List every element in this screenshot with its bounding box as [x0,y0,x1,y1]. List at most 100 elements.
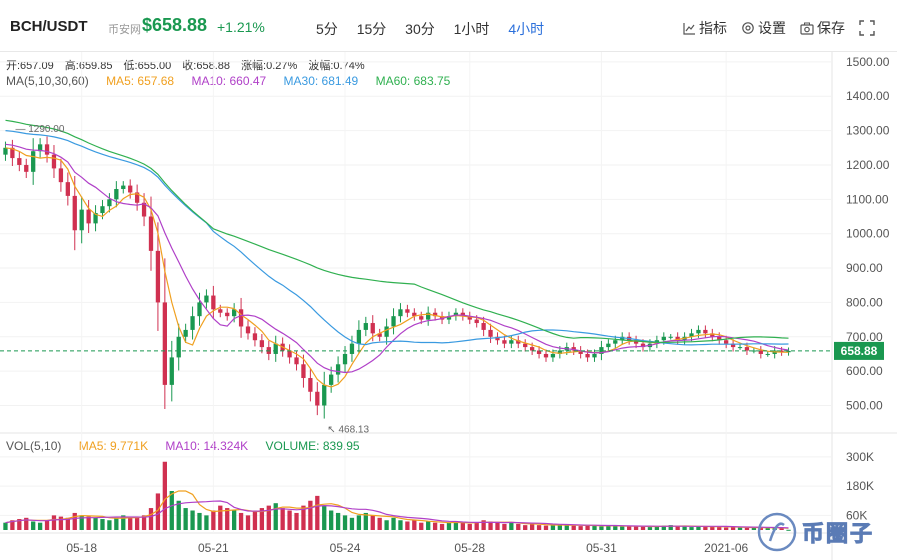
volume-bar [225,508,230,530]
volume-bar [550,525,556,530]
volume-bar [232,510,237,530]
candle-body [273,343,278,354]
candle-body [308,378,313,392]
candle-body [426,312,431,320]
interval-5m[interactable]: 5分 [316,21,338,37]
candle-body [606,343,611,348]
current-price: $658.88 [142,15,208,35]
camera-icon [800,22,814,35]
volume-bar [744,527,750,530]
volume-bar [467,523,472,530]
ohlc-low: 低:655.00 [123,60,172,72]
ma10-value: MA10: 660.47 [191,74,267,88]
watermark-logo-icon [757,512,797,552]
save-button[interactable]: 保存 [800,18,845,38]
volume-bar [481,520,486,530]
candle-body [412,312,417,317]
candle-body [342,353,348,365]
candle-body [114,189,119,200]
volume-bar [148,508,154,530]
candle-body [65,182,70,196]
volume-bar [329,510,334,530]
volume-bar [627,526,632,530]
volume-bar [523,525,528,530]
candle-body [405,309,410,313]
volume-bar [571,525,576,530]
volume-bar [703,526,708,530]
volume-bar [398,520,403,530]
volume-bar [432,522,438,530]
candle-body [613,340,618,344]
candle-body [3,147,8,155]
candle-body [37,144,43,152]
volume-bar [128,516,133,530]
candle-body [287,350,292,358]
candle-body [717,336,722,341]
volume-bar [287,510,292,530]
candle-body [398,309,403,317]
candle-body [197,302,202,317]
ma-legend-label: MA(5,10,30,60) [6,74,89,88]
candle-body [294,357,299,365]
line-chart-icon [683,22,696,35]
volume-bar [51,515,57,530]
candle-body [724,340,729,344]
volume-bar [93,517,98,530]
ma60-value: MA60: 683.75 [375,74,451,88]
candle-body [252,333,258,341]
candle-body [668,336,673,338]
candle-body [259,340,265,348]
watermark: 币圈子 [756,510,892,554]
interval-1h[interactable]: 1小时 [453,21,490,37]
candle-body [356,329,362,344]
candle-body [86,209,91,224]
volume-bar [786,529,791,531]
volume-bar [682,526,687,530]
volume-bar [509,522,514,530]
candle-body [779,350,784,353]
volume-bar [710,526,715,530]
volume-bar [536,525,542,530]
volume-bar [460,522,465,530]
volume-bar [134,517,140,530]
candle-body [335,364,341,375]
volume-bar [779,528,784,530]
volume-bar [342,515,348,530]
ohlc-open: 开:657.09 [6,60,54,72]
interval-4h[interactable]: 4小时 [508,21,545,37]
toolbar: 指标 设置 保存 [683,18,875,38]
volume-bar [758,527,763,530]
volume-bar [107,520,112,530]
volume-bar [578,526,583,530]
volume-bar [564,525,569,530]
volume-bar [31,521,36,530]
candle-body [557,350,562,354]
candle-body [599,347,604,354]
volume-bar [17,519,22,530]
indicators-button[interactable]: 指标 [683,18,727,38]
candle-body [100,206,105,214]
volume-tick-label: 180K [846,479,874,493]
volume-bar [613,526,618,530]
price-tick-label: 1200.00 [846,158,890,172]
candle-body [710,333,715,337]
volume-legend: VOL(5,10) MA5: 9.771K MA10: 14.324K VOLU… [6,439,374,453]
volume-bar [585,525,590,530]
ma10-line [5,143,789,374]
interval-30m[interactable]: 30分 [405,21,435,37]
candle-body [218,309,223,313]
time-tick-label: 05-18 [66,541,97,555]
volume-bar [543,525,549,530]
candle-body [162,302,167,385]
interval-15m[interactable]: 15分 [356,21,387,37]
volume-bar [640,526,646,530]
time-tick-label: 05-31 [586,541,617,555]
fullscreen-button[interactable] [859,20,875,36]
price-annotation: — 1290.00 [15,124,64,135]
settings-button[interactable]: 设置 [741,18,786,38]
candle-body [432,312,438,317]
candle-body [689,333,694,337]
ma30-line [5,130,789,346]
ohlc-change: 涨幅:0.27% [241,60,298,72]
